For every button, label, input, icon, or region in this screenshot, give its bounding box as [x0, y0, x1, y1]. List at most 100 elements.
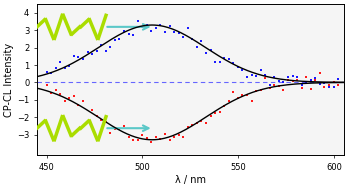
Point — [322, 86, 327, 89]
Point — [322, 81, 327, 84]
Point — [112, 127, 118, 130]
Point — [130, 33, 136, 36]
Point — [158, 137, 163, 140]
Point — [44, 83, 49, 86]
Point — [203, 52, 209, 55]
Point — [144, 23, 150, 26]
Point — [149, 141, 154, 144]
Point — [185, 125, 191, 129]
Point — [162, 132, 168, 136]
Point — [240, 68, 245, 71]
Point — [249, 100, 254, 103]
Point — [253, 74, 259, 77]
Point — [117, 127, 122, 130]
Point — [285, 78, 291, 81]
Point — [335, 83, 341, 86]
Point — [140, 26, 145, 29]
Point — [221, 105, 227, 108]
Point — [167, 138, 172, 141]
Point — [199, 119, 204, 122]
Point — [317, 72, 323, 75]
Point — [258, 69, 263, 72]
Point — [313, 79, 318, 82]
Point — [208, 48, 213, 51]
Point — [149, 30, 154, 33]
Point — [48, 91, 54, 94]
Point — [335, 77, 341, 80]
Point — [130, 138, 136, 141]
Point — [313, 76, 318, 79]
Point — [280, 89, 286, 92]
Point — [190, 123, 195, 126]
Point — [180, 136, 186, 139]
Point — [66, 97, 72, 100]
Point — [89, 52, 95, 55]
Point — [294, 79, 300, 82]
Point — [126, 135, 131, 138]
Point — [208, 114, 213, 117]
Point — [258, 88, 263, 91]
Point — [76, 103, 81, 106]
Point — [108, 132, 113, 135]
Point — [117, 38, 122, 41]
Point — [53, 88, 58, 91]
Point — [180, 35, 186, 38]
Point — [71, 54, 77, 57]
Point — [276, 84, 282, 88]
Point — [235, 65, 241, 68]
Point — [299, 86, 304, 89]
Point — [199, 40, 204, 43]
Point — [94, 49, 100, 52]
Point — [194, 45, 200, 48]
Point — [121, 125, 127, 128]
Point — [71, 94, 77, 97]
Point — [267, 83, 272, 86]
Point — [171, 135, 177, 138]
Point — [290, 80, 295, 83]
Point — [240, 94, 245, 97]
Point — [221, 57, 227, 60]
Point — [226, 100, 231, 103]
Point — [98, 119, 104, 122]
Point — [244, 93, 250, 96]
Point — [212, 111, 218, 114]
Point — [135, 138, 141, 141]
Point — [167, 25, 172, 28]
Point — [48, 72, 54, 75]
Point — [280, 81, 286, 84]
Point — [53, 67, 58, 70]
Point — [144, 137, 150, 140]
Point — [244, 75, 250, 78]
Point — [57, 61, 63, 64]
Point — [62, 99, 68, 102]
Point — [176, 133, 181, 136]
Point — [290, 74, 295, 77]
Point — [308, 79, 314, 82]
Point — [153, 26, 159, 29]
Point — [190, 38, 195, 41]
Point — [76, 55, 81, 58]
Point — [57, 93, 63, 96]
Point — [326, 85, 332, 88]
Point — [308, 88, 314, 91]
Point — [203, 122, 209, 125]
Point — [89, 108, 95, 111]
Point — [262, 76, 268, 79]
Point — [112, 38, 118, 41]
Point — [108, 46, 113, 49]
Y-axis label: CP-CL Intensity: CP-CL Intensity — [4, 43, 14, 117]
X-axis label: λ / nm: λ / nm — [175, 175, 206, 185]
Point — [185, 27, 191, 30]
Point — [135, 19, 141, 22]
Point — [235, 96, 241, 99]
Point — [294, 75, 300, 78]
Point — [140, 133, 145, 136]
Point — [299, 83, 304, 86]
Point — [80, 99, 86, 102]
Point — [230, 62, 236, 65]
Point — [162, 30, 168, 33]
Point — [94, 114, 100, 117]
Point — [103, 120, 109, 123]
Point — [271, 84, 277, 87]
Point — [317, 83, 323, 86]
